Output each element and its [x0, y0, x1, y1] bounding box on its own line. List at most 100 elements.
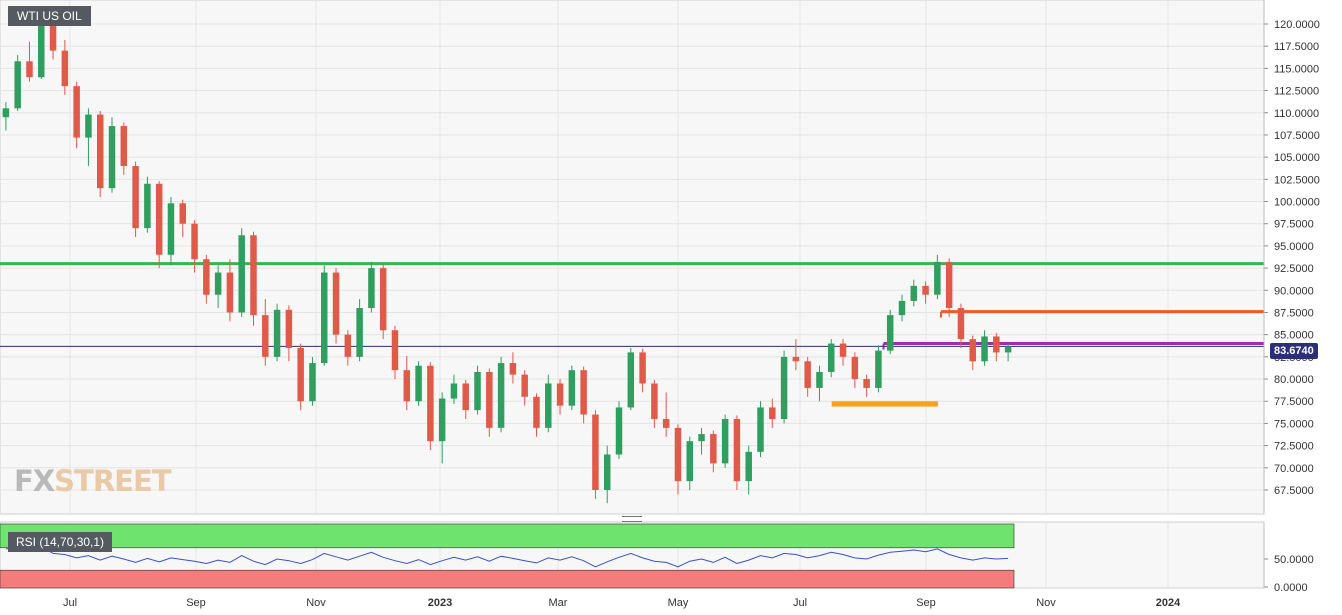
y-tick-label: 77.5000: [1274, 396, 1314, 408]
x-tick-label: 2024: [1156, 597, 1181, 609]
candle-body: [886, 315, 894, 351]
x-tick-label: Sep: [916, 597, 936, 609]
panel-resize-handle[interactable]: [622, 516, 642, 522]
x-tick-label: Jul: [793, 597, 807, 609]
y-tick-label: 107.5000: [1274, 130, 1320, 142]
candle-body: [545, 383, 552, 428]
candle-body: [839, 343, 847, 357]
candle-body: [96, 114, 104, 189]
rsi-tick-label: 0.0000: [1274, 582, 1308, 594]
candle-body: [851, 356, 859, 380]
candle-body: [262, 315, 269, 357]
candle-body: [368, 268, 375, 309]
candle-body: [61, 50, 69, 87]
candle-body: [403, 370, 411, 402]
candle-body: [203, 259, 210, 295]
y-tick-label: 87.5000: [1274, 307, 1314, 319]
candle-body: [721, 418, 729, 464]
y-tick-label: 72.5000: [1274, 441, 1314, 453]
y-tick-label: 102.5000: [1274, 174, 1320, 186]
candle-body: [674, 427, 682, 482]
fxstreet-logo: FXSTREET: [14, 464, 172, 498]
candle-body: [592, 414, 599, 490]
candle-body: [639, 352, 646, 384]
y-tick-label: 110.0000: [1274, 108, 1319, 120]
candle-body: [191, 223, 198, 260]
y-tick-label: 97.5000: [1274, 219, 1314, 231]
candle-body: [769, 407, 776, 419]
rsi-line: [5, 546, 1009, 568]
y-tick-label: 105.0000: [1274, 152, 1320, 164]
candle-body: [486, 371, 493, 428]
candle-body: [144, 183, 151, 229]
x-tick-label: Mar: [549, 597, 568, 609]
candle-body: [922, 285, 929, 295]
candle-body: [226, 272, 234, 313]
candle-body: [662, 418, 670, 428]
y-tick-label: 115.0000: [1274, 63, 1319, 75]
y-tick-label: 75.0000: [1274, 418, 1314, 430]
rsi-tick-label: 50.0000: [1274, 554, 1314, 566]
candle-body: [332, 272, 340, 335]
candle-body: [356, 308, 363, 357]
y-tick-label: 70.0000: [1274, 463, 1314, 475]
candle-body: [450, 383, 458, 399]
candle-body: [816, 371, 823, 388]
candle-body: [627, 352, 635, 408]
candle-body: [344, 334, 352, 357]
candle-body: [910, 285, 918, 301]
y-tick-label: 67.5000: [1274, 485, 1314, 497]
x-tick-label: Nov: [306, 597, 326, 609]
candle-body: [580, 370, 587, 415]
candle-body: [969, 339, 976, 362]
candle-body: [391, 330, 399, 371]
y-tick-label: 112.5000: [1274, 86, 1319, 98]
candle-body: [497, 363, 505, 428]
candle-body: [250, 235, 257, 316]
candle-body: [993, 336, 1000, 353]
candle-body: [462, 383, 469, 411]
candle-body: [710, 434, 717, 464]
candle-body: [108, 126, 116, 189]
candle-body: [49, 19, 57, 51]
candle-body: [957, 308, 965, 340]
candle-body: [1004, 346, 1012, 353]
candle-body: [898, 300, 906, 316]
candle-body: [981, 336, 988, 362]
candle-body: [297, 347, 304, 402]
rsi-label: RSI (14,70,30,1): [8, 532, 113, 552]
candle-body: [132, 166, 139, 229]
candle-body: [85, 114, 92, 138]
candle-body: [828, 343, 835, 372]
y-tick-label: 117.5000: [1274, 41, 1319, 53]
y-tick-label: 80.0000: [1274, 374, 1314, 386]
candle-body: [603, 454, 611, 490]
candle-body: [757, 407, 764, 452]
candle-body: [533, 396, 540, 428]
candle-body: [875, 350, 882, 388]
x-tick-label: Sep: [186, 597, 206, 609]
candle-body: [214, 272, 222, 295]
candle-body: [615, 407, 623, 455]
x-tick-label: May: [668, 597, 689, 609]
candle-body: [804, 361, 811, 388]
candle-body: [780, 356, 788, 419]
candle-body: [509, 363, 517, 375]
candle-body: [945, 261, 953, 309]
candle-body: [120, 126, 128, 167]
main-panel: [0, 0, 1265, 515]
candle-body: [2, 108, 10, 118]
x-tick-label: 2023: [428, 597, 452, 609]
x-tick-label: Jul: [63, 597, 77, 609]
y-tick-label: 92.5000: [1274, 263, 1314, 275]
rsi-oversold-zone: [0, 569, 1015, 589]
candle-body: [167, 203, 175, 255]
candle-body: [474, 371, 481, 411]
candle-body: [26, 61, 33, 78]
candle-body: [863, 379, 870, 388]
y-tick-label: 100.0000: [1274, 197, 1320, 209]
symbol-label: WTI US OIL: [8, 6, 91, 26]
candle-body: [285, 309, 293, 348]
candle-body: [155, 183, 163, 255]
